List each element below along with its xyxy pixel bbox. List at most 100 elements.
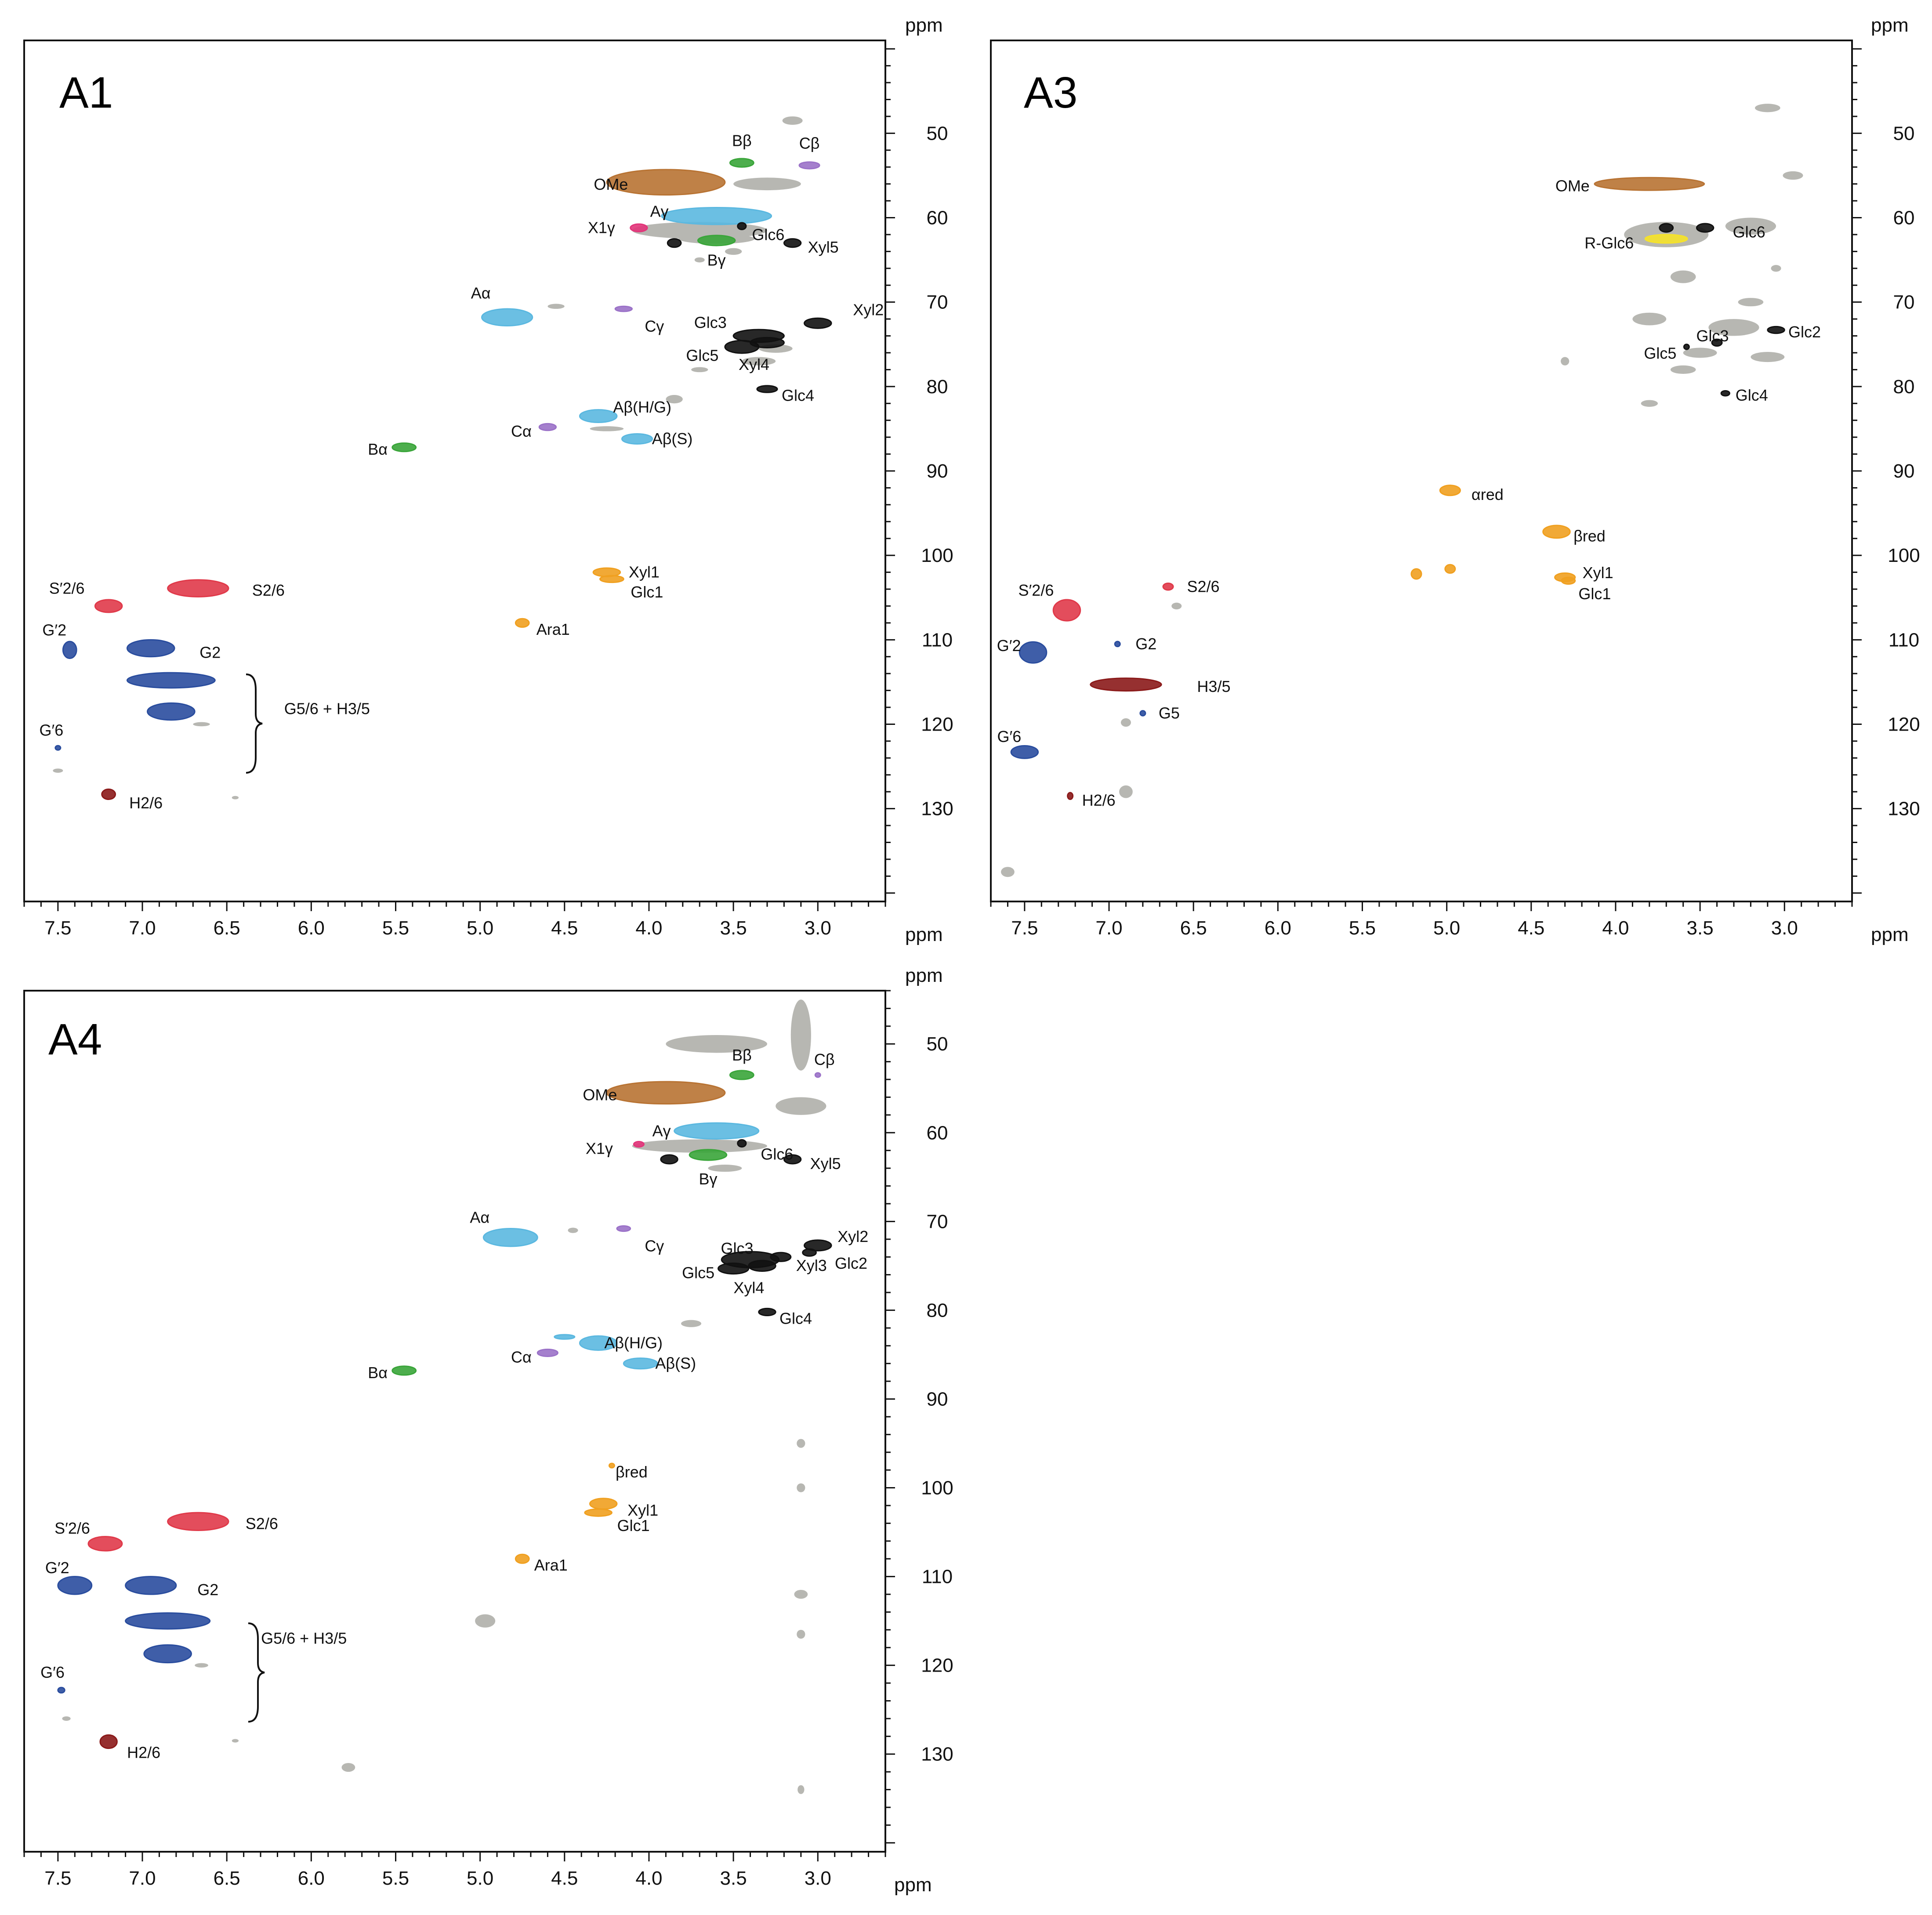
peak-label-xyl2: Xyl2 [837, 1227, 868, 1245]
peak-label-a-h-g: Aβ(H/G) [604, 1334, 663, 1352]
background-peak [1561, 357, 1570, 366]
peak-xyl4 [750, 337, 785, 348]
peak-label-a: Aα [471, 284, 491, 302]
peak-c [614, 305, 633, 312]
peak-glc6 [737, 222, 747, 230]
background-peak [666, 395, 683, 404]
peak-label-glc1: Glc1 [631, 583, 663, 601]
peak-label-c: Cγ [645, 1237, 664, 1255]
peak-glc2 [1767, 326, 1785, 334]
y-tick-label: 60 [1893, 207, 1915, 229]
background-peak [1683, 348, 1717, 358]
peak-label-xyl2: Xyl2 [853, 301, 884, 319]
y-tick-label: 90 [1893, 460, 1915, 482]
peak-label-b: Bβ [732, 132, 752, 150]
peak-g2 [125, 1576, 177, 1595]
background-peak [341, 1763, 355, 1772]
peak-x1 [630, 223, 648, 232]
panel-a3-title: A3 [1024, 68, 1077, 117]
peak-b [729, 1070, 754, 1080]
peak-label-a-s: Aβ(S) [652, 430, 693, 448]
peak-ome [606, 1081, 726, 1105]
peak-xyl2 [804, 317, 832, 329]
background-peak [694, 257, 705, 263]
peak-label-c: Cγ [645, 317, 664, 335]
peak-s-2-6 [87, 1536, 123, 1552]
background-peak [62, 1716, 71, 1721]
peak-label-ara1: Ara1 [536, 620, 570, 638]
background-peak [1641, 400, 1658, 407]
peak-label-ome: OMe [1555, 177, 1590, 195]
peak-label-xyl1: Xyl1 [627, 1501, 658, 1519]
x-tick-label: 3.0 [1771, 917, 1798, 939]
peak-g-6 [54, 745, 62, 751]
peak-g-6 [1010, 745, 1039, 759]
panel-a4-frame [23, 990, 886, 1853]
panel-a1: A1 OMe Bβ Cβ Aγ X1γ Bγ Glc6 Xyl5 Aα Cγ Glc5 Glc3 Xyl… [23, 14, 953, 945]
peak-label-xyl3: Xyl3 [796, 1256, 827, 1274]
panel-a4-title: A4 [48, 1015, 102, 1064]
y-tick-label: 80 [927, 376, 948, 398]
peak-label-glc2: Glc2 [835, 1254, 867, 1272]
y-tick-label: 130 [1888, 798, 1920, 820]
x-tick-label: 5.0 [467, 917, 493, 939]
x-tick-label: 3.5 [720, 1868, 747, 1889]
x-tick-label: 7.5 [1011, 917, 1038, 939]
peak-s2-6 [167, 579, 229, 597]
peak-label-b: Bα [368, 1364, 388, 1382]
x-tick-label: 5.5 [1349, 917, 1376, 939]
peak-label-h3-5: H3/5 [1197, 677, 1230, 695]
peak-g5-6-h3-5 [126, 672, 216, 689]
background-peak [681, 1320, 702, 1327]
peak-label-ara1: Ara1 [534, 1556, 568, 1574]
peak-label-s2-6: S2/6 [252, 581, 285, 599]
background-peak [1783, 171, 1803, 180]
panel-a1-axes: 7.5 7.0 6.5 6.0 5.5 5.0 4.5 4.0 3.5 3.0 50 60 70 80 90… [23, 48, 953, 939]
y-tick-label: 70 [927, 292, 948, 313]
panel-a4-axes: 7.5 7.0 6.5 6.0 5.5 5.0 4.5 4.0 3.5 3.0 50 60 70 80 90… [23, 990, 953, 1889]
background-peak [1771, 265, 1781, 272]
peak-unlabeled [1410, 568, 1422, 580]
x-tick-label: 3.5 [1687, 917, 1714, 939]
panel-a4-xlabel: ppm [894, 1874, 932, 1896]
peak-label-g5: G5 [1159, 704, 1180, 722]
panel-a3-axes: 7.5 7.0 6.5 6.0 5.5 5.0 4.5 4.0 3.5 3.0 50 60 70 80 90… [990, 48, 1920, 939]
peak-label-glc4: Glc4 [782, 387, 814, 405]
peak-label-xyl1: Xyl1 [629, 563, 660, 581]
peak-label-x1: X1γ [588, 219, 615, 237]
peak-glc1 [599, 575, 624, 583]
peak-g-2 [62, 641, 77, 659]
y-tick-label: 120 [921, 1655, 953, 1676]
peak-label-c: Cα [511, 1348, 532, 1366]
y-tick-label: 60 [927, 207, 948, 229]
peak-label-xyl1: Xyl1 [1583, 564, 1613, 582]
peak-label-h2-6: H2/6 [1082, 791, 1116, 809]
background-peak [1001, 867, 1015, 877]
x-tick-label: 4.0 [635, 917, 662, 939]
peak-label-red: αred [1472, 485, 1504, 503]
background-peak [53, 768, 63, 773]
peak-label-xyl5: Xyl5 [808, 238, 839, 256]
peak-label-xyl4: Xyl4 [739, 355, 769, 373]
panel-a3-ylabel: ppm [1871, 14, 1909, 36]
peak-label-glc6: Glc6 [1733, 223, 1765, 241]
peak-label-g-2: G′2 [42, 621, 66, 639]
peak-xyl1 [589, 1498, 618, 1510]
x-tick-label: 7.5 [44, 1868, 71, 1889]
y-tick-label: 130 [921, 1744, 953, 1765]
peak-g-2 [57, 1576, 93, 1595]
background-peak [708, 1165, 742, 1172]
x-tick-label: 3.0 [805, 1868, 831, 1889]
peak-s2-6 [167, 1512, 229, 1531]
peak-b [391, 1365, 417, 1376]
peak-ara1 [515, 618, 530, 628]
y-tick-label: 90 [927, 460, 948, 482]
background-peak [195, 1663, 208, 1668]
background-peak [691, 367, 708, 373]
background-peak [797, 1483, 805, 1492]
peak-label-a: Aγ [652, 1122, 671, 1140]
panel-a3: A3 OMe Glc6 R-Glc6 Glc2 Glc3 Glc5 Glc4 αred βred… [990, 14, 1920, 945]
y-tick-label: 90 [927, 1388, 948, 1410]
